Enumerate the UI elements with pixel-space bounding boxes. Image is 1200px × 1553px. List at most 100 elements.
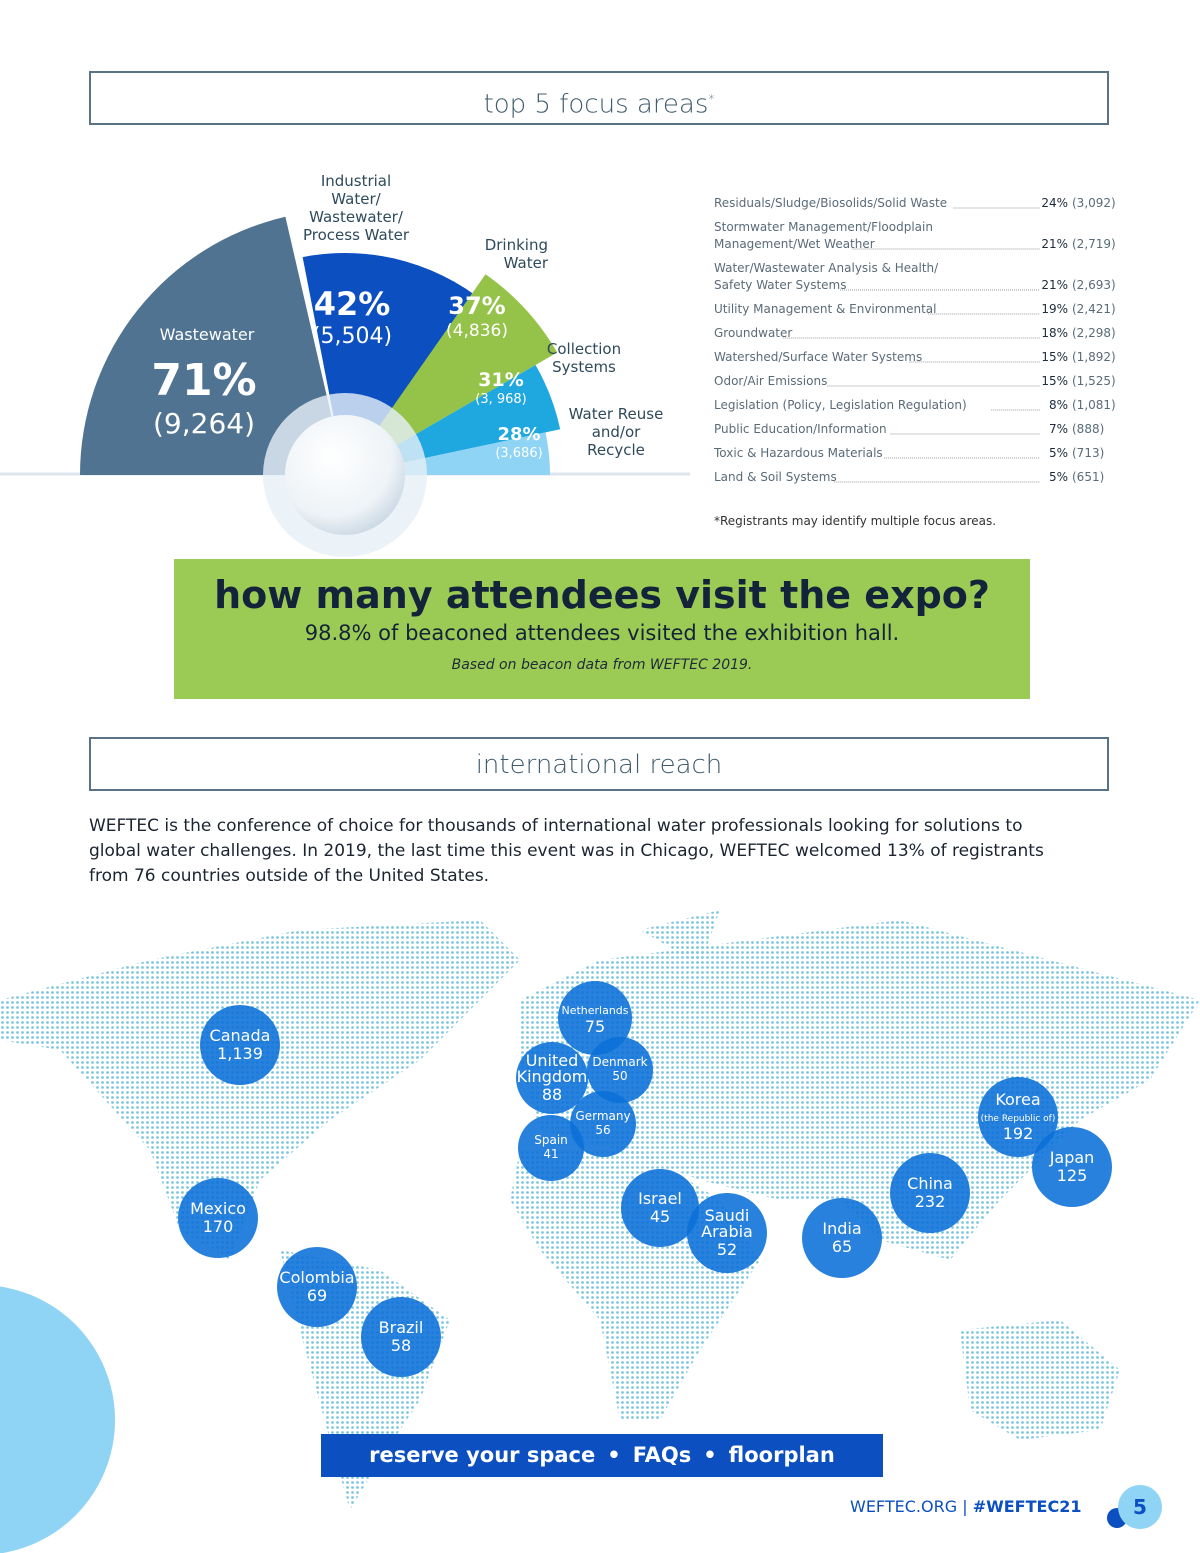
list-percent: 19% xyxy=(1041,302,1068,316)
list-count: (2,693) xyxy=(1072,278,1116,292)
segment-count: (3, 968) xyxy=(475,392,527,407)
list-count: (2,719) xyxy=(1072,237,1116,251)
segment-count: (3,686) xyxy=(495,446,542,461)
link[interactable]: floorplan xyxy=(728,1443,835,1467)
hashtag: #WEFTEC21 xyxy=(972,1497,1082,1516)
list-label: Groundwater xyxy=(714,326,792,340)
country-count: 69 xyxy=(307,1286,327,1305)
country-count: 125 xyxy=(1057,1166,1088,1185)
country-name: Korea xyxy=(995,1090,1040,1109)
country-bubble xyxy=(978,1077,1058,1157)
country-bubble xyxy=(558,981,632,1055)
link[interactable]: reserve your space xyxy=(369,1443,596,1467)
expo-banner: how many attendees visit the expo? 98.8%… xyxy=(174,559,1030,699)
country-name: Colombia xyxy=(279,1268,354,1287)
list-count: (2,421) xyxy=(1072,302,1116,316)
section-title: top 5 focus areas xyxy=(483,89,709,120)
segment-count: (4,836) xyxy=(446,321,508,341)
section-header: international reach xyxy=(89,737,1109,791)
segment-percent: 37% xyxy=(448,292,505,320)
country-name: (the Republic of) xyxy=(981,1114,1056,1124)
country-bubble xyxy=(277,1247,357,1327)
segment-count: (9,264) xyxy=(153,407,255,440)
focus-list: Residuals/Sludge/Biosolids/Solid Waste 24… xyxy=(713,196,1116,484)
country-name: Canada xyxy=(210,1026,271,1045)
country-name: Israel xyxy=(638,1189,682,1208)
country-bubble xyxy=(890,1153,970,1233)
separator: | xyxy=(962,1497,968,1516)
country-name: Mexico xyxy=(190,1199,246,1218)
country-name: United xyxy=(526,1051,579,1070)
country-name: Denmark xyxy=(592,1055,647,1069)
list-label: Water/Wastewater Analysis & Health/ xyxy=(714,261,939,275)
list-label: Residuals/Sludge/Biosolids/Solid Waste xyxy=(714,196,947,210)
reach-text: WEFTEC is the conference of choice for t… xyxy=(89,816,1044,886)
country-bubble xyxy=(587,1037,653,1103)
hub xyxy=(285,415,405,535)
expo-note: Based on beacon data from WEFTEC 2019. xyxy=(451,657,753,673)
segment-label: Water/ xyxy=(331,190,381,208)
list-percent: 21% xyxy=(1041,237,1068,251)
separator: • xyxy=(607,1443,621,1467)
footer: WEFTEC.ORG | #WEFTEC21 xyxy=(850,1497,1081,1516)
list-percent: 8% xyxy=(1049,398,1068,412)
country-bubble xyxy=(200,1005,280,1085)
country-count: 45 xyxy=(650,1207,670,1226)
segment-percent: 28% xyxy=(497,424,540,445)
country-count: 1,139 xyxy=(217,1044,263,1063)
title-mark: * xyxy=(708,92,715,106)
fan-segment xyxy=(80,216,345,475)
segment-label: Industrial xyxy=(321,172,391,190)
list-count: (1,081) xyxy=(1072,398,1116,412)
list-count: (1,525) xyxy=(1072,374,1116,388)
list-count: (888) xyxy=(1072,422,1104,436)
segment-label: Wastewater/ xyxy=(309,208,404,226)
expo-title: how many attendees visit the expo? xyxy=(214,573,990,617)
segment-percent: 71% xyxy=(151,355,256,406)
country-bubble xyxy=(687,1193,767,1273)
section-header: top 5 focus areas* xyxy=(89,71,1109,125)
segment-label: and/or xyxy=(592,423,641,441)
country-bubble xyxy=(518,1115,584,1181)
segment-percent: 42% xyxy=(314,285,391,323)
section-title: international reach xyxy=(475,750,723,780)
site: WEFTEC.ORG xyxy=(850,1497,958,1516)
segment-percent: 31% xyxy=(478,369,523,391)
country-count: 65 xyxy=(832,1237,852,1256)
page-badge xyxy=(1118,1485,1162,1529)
list-label: Utility Management & Environmental xyxy=(714,302,936,316)
country-bubble xyxy=(621,1169,699,1247)
list-label: Toxic & Hazardous Materials xyxy=(713,446,883,460)
list-label: Land & Soil Systems xyxy=(714,470,837,484)
list-percent: 18% xyxy=(1041,326,1068,340)
segment-label: Systems xyxy=(552,358,616,376)
list-percent: 15% xyxy=(1041,350,1068,364)
country-name: Spain xyxy=(534,1133,568,1147)
segment-label: Wastewater xyxy=(160,325,255,344)
country-bubble xyxy=(802,1198,882,1278)
country-name: India xyxy=(822,1219,861,1238)
country-count: 88 xyxy=(542,1085,562,1104)
list-percent: 5% xyxy=(1049,470,1068,484)
country-name: Kingdom xyxy=(517,1067,588,1086)
link[interactable]: FAQs xyxy=(632,1443,692,1467)
country-bubble xyxy=(516,1042,588,1114)
list-count: (2,298) xyxy=(1072,326,1116,340)
separator: • xyxy=(703,1443,717,1467)
list-label: Public Education/Information xyxy=(714,422,887,436)
segment-label: Process Water xyxy=(303,226,410,244)
country-count: 56 xyxy=(595,1123,610,1137)
list-label: Odor/Air Emissions xyxy=(714,374,827,388)
list-percent: 7% xyxy=(1049,422,1068,436)
list-percent: 21% xyxy=(1041,278,1068,292)
country-count: 170 xyxy=(203,1217,234,1236)
segment-label: Collection xyxy=(547,340,621,358)
country-count: 75 xyxy=(585,1017,605,1036)
link-bar: reserve your space • FAQs • floorplan xyxy=(321,1434,883,1477)
segment-label: Water xyxy=(504,254,549,272)
list-label: Safety Water Systems xyxy=(714,278,847,292)
list-percent: 5% xyxy=(1049,446,1068,460)
list-count: (3,092) xyxy=(1072,196,1116,210)
